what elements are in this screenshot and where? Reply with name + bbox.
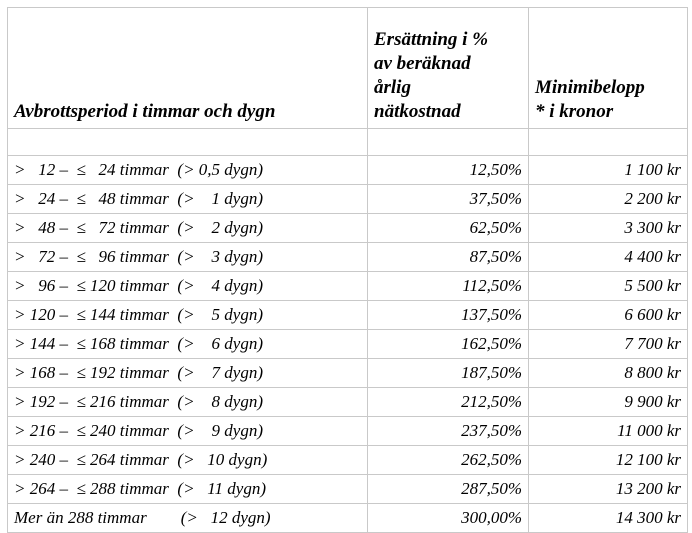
header-cell: Minimibelopp * i kronor (528, 7, 688, 129)
percent-cell: 162,50% (367, 329, 529, 359)
percent-cell: 262,50% (367, 445, 529, 475)
amount-cell: 6 600 kr (528, 300, 688, 330)
percent-cell: 137,50% (367, 300, 529, 330)
data-row: > 264 – ≤ 288 timmar (> 11 dygn) 287,50% 1… (7, 474, 688, 504)
empty-cell (367, 128, 529, 156)
header-line: nätkostnad (374, 101, 461, 122)
percent-cell: 187,50% (367, 358, 529, 388)
header-line: årlig (374, 77, 411, 98)
data-row: > 12 – ≤ 24 timmar (> 0,5 dygn) 12,50% 1 1… (7, 155, 688, 185)
empty-cell (528, 128, 688, 156)
percent-cell: 212,50% (367, 387, 529, 417)
period-cell: > 264 – ≤ 288 timmar (> 11 dygn) (7, 474, 368, 504)
table-body: Avbrottsperiod i timmar och dygn Ersättni… (7, 7, 688, 533)
header-line: av beräknad (374, 53, 471, 74)
spacer-row (7, 128, 688, 156)
header-cell: Avbrottsperiod i timmar och dygn (7, 7, 368, 129)
data-row: > 240 – ≤ 264 timmar (> 10 dygn) 262,50% 1… (7, 445, 688, 475)
header-cell: Ersättning i % av beräknad årlig nätkostnad (367, 7, 529, 129)
percent-cell: 12,50% (367, 155, 529, 185)
period-cell: > 120 – ≤ 144 timmar (> 5 dygn) (7, 300, 368, 330)
compensation-table: Avbrottsperiod i timmar och dygn Ersättni… (7, 7, 688, 533)
amount-cell: 3 300 kr (528, 213, 688, 243)
period-cell: > 168 – ≤ 192 timmar (> 7 dygn) (7, 358, 368, 388)
period-cell: > 72 – ≤ 96 timmar (> 3 dygn) (7, 242, 368, 272)
amount-cell: 12 100 kr (528, 445, 688, 475)
data-row: > 96 – ≤ 120 timmar (> 4 dygn) 112,50% 5 5… (7, 271, 688, 301)
header-line: * i kronor (535, 101, 614, 122)
header-line: Minimibelopp (535, 77, 645, 98)
data-row: > 72 – ≤ 96 timmar (> 3 dygn) 87,50% 4 400… (7, 242, 688, 272)
amount-cell: 5 500 kr (528, 271, 688, 301)
period-cell: Mer än 288 timmar (> 12 dygn) (7, 503, 368, 533)
amount-cell: 2 200 kr (528, 184, 688, 214)
amount-cell: 9 900 kr (528, 387, 688, 417)
data-row: > 144 – ≤ 168 timmar (> 6 dygn) 162,50% 7 … (7, 329, 688, 359)
amount-cell: 1 100 kr (528, 155, 688, 185)
empty-cell (7, 128, 368, 156)
percent-cell: 287,50% (367, 474, 529, 504)
period-cell: > 96 – ≤ 120 timmar (> 4 dygn) (7, 271, 368, 301)
amount-cell: 11 000 kr (528, 416, 688, 446)
period-cell: > 192 – ≤ 216 timmar (> 8 dygn) (7, 387, 368, 417)
data-row: > 24 – ≤ 48 timmar (> 1 dygn) 37,50% 2 200… (7, 184, 688, 214)
header-row: Avbrottsperiod i timmar och dygn Ersättni… (7, 7, 688, 129)
data-row: > 120 – ≤ 144 timmar (> 5 dygn) 137,50% 6 … (7, 300, 688, 330)
percent-cell: 87,50% (367, 242, 529, 272)
data-row: > 192 – ≤ 216 timmar (> 8 dygn) 212,50% 9 … (7, 387, 688, 417)
data-row: > 216 – ≤ 240 timmar (> 9 dygn) 237,50% 11… (7, 416, 688, 446)
header-line: Ersättning i % (374, 29, 489, 50)
percent-cell: 62,50% (367, 213, 529, 243)
data-row: > 168 – ≤ 192 timmar (> 7 dygn) 187,50% 8 … (7, 358, 688, 388)
period-cell: > 240 – ≤ 264 timmar (> 10 dygn) (7, 445, 368, 475)
percent-cell: 237,50% (367, 416, 529, 446)
amount-cell: 14 300 kr (528, 503, 688, 533)
period-cell: > 216 – ≤ 240 timmar (> 9 dygn) (7, 416, 368, 446)
amount-cell: 4 400 kr (528, 242, 688, 272)
header-line: Avbrottsperiod i timmar och dygn (14, 101, 276, 122)
percent-cell: 112,50% (367, 271, 529, 301)
period-cell: > 24 – ≤ 48 timmar (> 1 dygn) (7, 184, 368, 214)
amount-cell: 7 700 kr (528, 329, 688, 359)
amount-cell: 13 200 kr (528, 474, 688, 504)
percent-cell: 37,50% (367, 184, 529, 214)
period-cell: > 144 – ≤ 168 timmar (> 6 dygn) (7, 329, 368, 359)
data-row: Mer än 288 timmar (> 12 dygn) 300,00% 14 3… (7, 503, 688, 533)
data-row: > 48 – ≤ 72 timmar (> 2 dygn) 62,50% 3 300… (7, 213, 688, 243)
period-cell: > 12 – ≤ 24 timmar (> 0,5 dygn) (7, 155, 368, 185)
amount-cell: 8 800 kr (528, 358, 688, 388)
period-cell: > 48 – ≤ 72 timmar (> 2 dygn) (7, 213, 368, 243)
percent-cell: 300,00% (367, 503, 529, 533)
